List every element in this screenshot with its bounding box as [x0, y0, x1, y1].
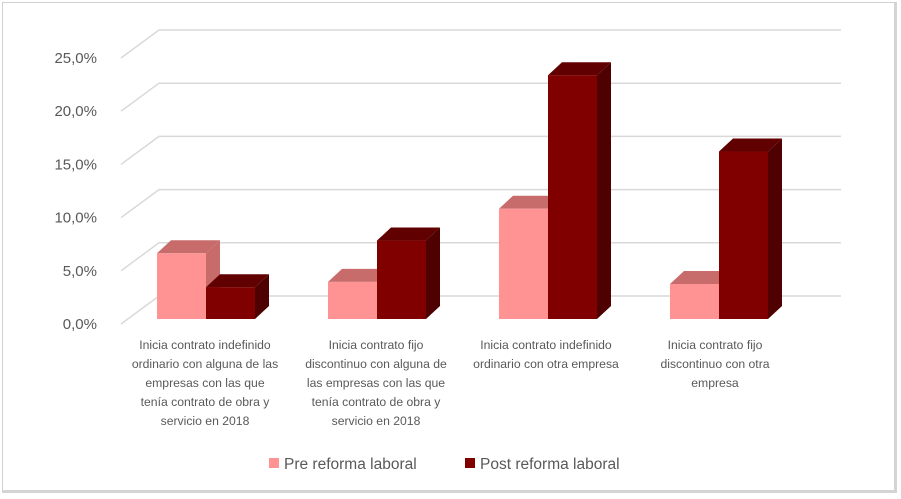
bar-post-2	[377, 227, 440, 319]
gridline	[120, 29, 841, 59]
y-axis-labels: 0,0% 5,0% 10,0% 15,0% 20,0% 25,0%	[54, 50, 97, 333]
y-tick-label: 25,0%	[54, 50, 97, 67]
legend: Pre reforma laboral Post reforma laboral	[269, 456, 620, 473]
x-category-label: Inicia contrato indefinido ordinario con …	[473, 338, 619, 371]
x-category-label: Inicia contrato fijo discontinuo con otra…	[660, 338, 769, 390]
bar-post-3	[548, 62, 611, 319]
legend-label: Post reforma laboral	[480, 456, 620, 473]
y-tick-label: 15,0%	[54, 156, 97, 173]
y-tick-label: 0,0%	[63, 316, 97, 333]
gridline	[120, 242, 841, 272]
bar-post-4	[719, 138, 782, 319]
legend-item-pre[interactable]: Pre reforma laboral	[269, 456, 417, 473]
gridline	[120, 135, 841, 166]
x-category-label: Inicia contrato fijo discontinuo con algu…	[305, 338, 447, 428]
bars	[157, 62, 782, 319]
bar-post-1	[206, 274, 269, 319]
gridline	[120, 82, 841, 112]
legend-item-post[interactable]: Post reforma laboral	[465, 456, 620, 473]
bar-pre-1	[157, 240, 220, 319]
legend-swatch	[465, 458, 475, 468]
chart-frame: 0,0% 5,0% 10,0% 15,0% 20,0% 25,0% Inicia cont…	[2, 2, 897, 493]
gridlines	[120, 29, 841, 325]
y-tick-label: 20,0%	[54, 103, 97, 120]
y-tick-label: 10,0%	[54, 210, 97, 227]
bar-chart-3d: 0,0% 5,0% 10,0% 15,0% 20,0% 25,0% Inicia cont…	[54, 29, 841, 473]
x-axis-labels: Inicia contrato indefinido ordinario con …	[132, 338, 770, 428]
gridline	[120, 188, 841, 219]
legend-swatch	[269, 458, 279, 468]
legend-label: Pre reforma laboral	[284, 456, 417, 473]
y-tick-label: 5,0%	[63, 263, 97, 280]
x-category-label: Inicia contrato indefinido ordinario con …	[132, 338, 278, 428]
